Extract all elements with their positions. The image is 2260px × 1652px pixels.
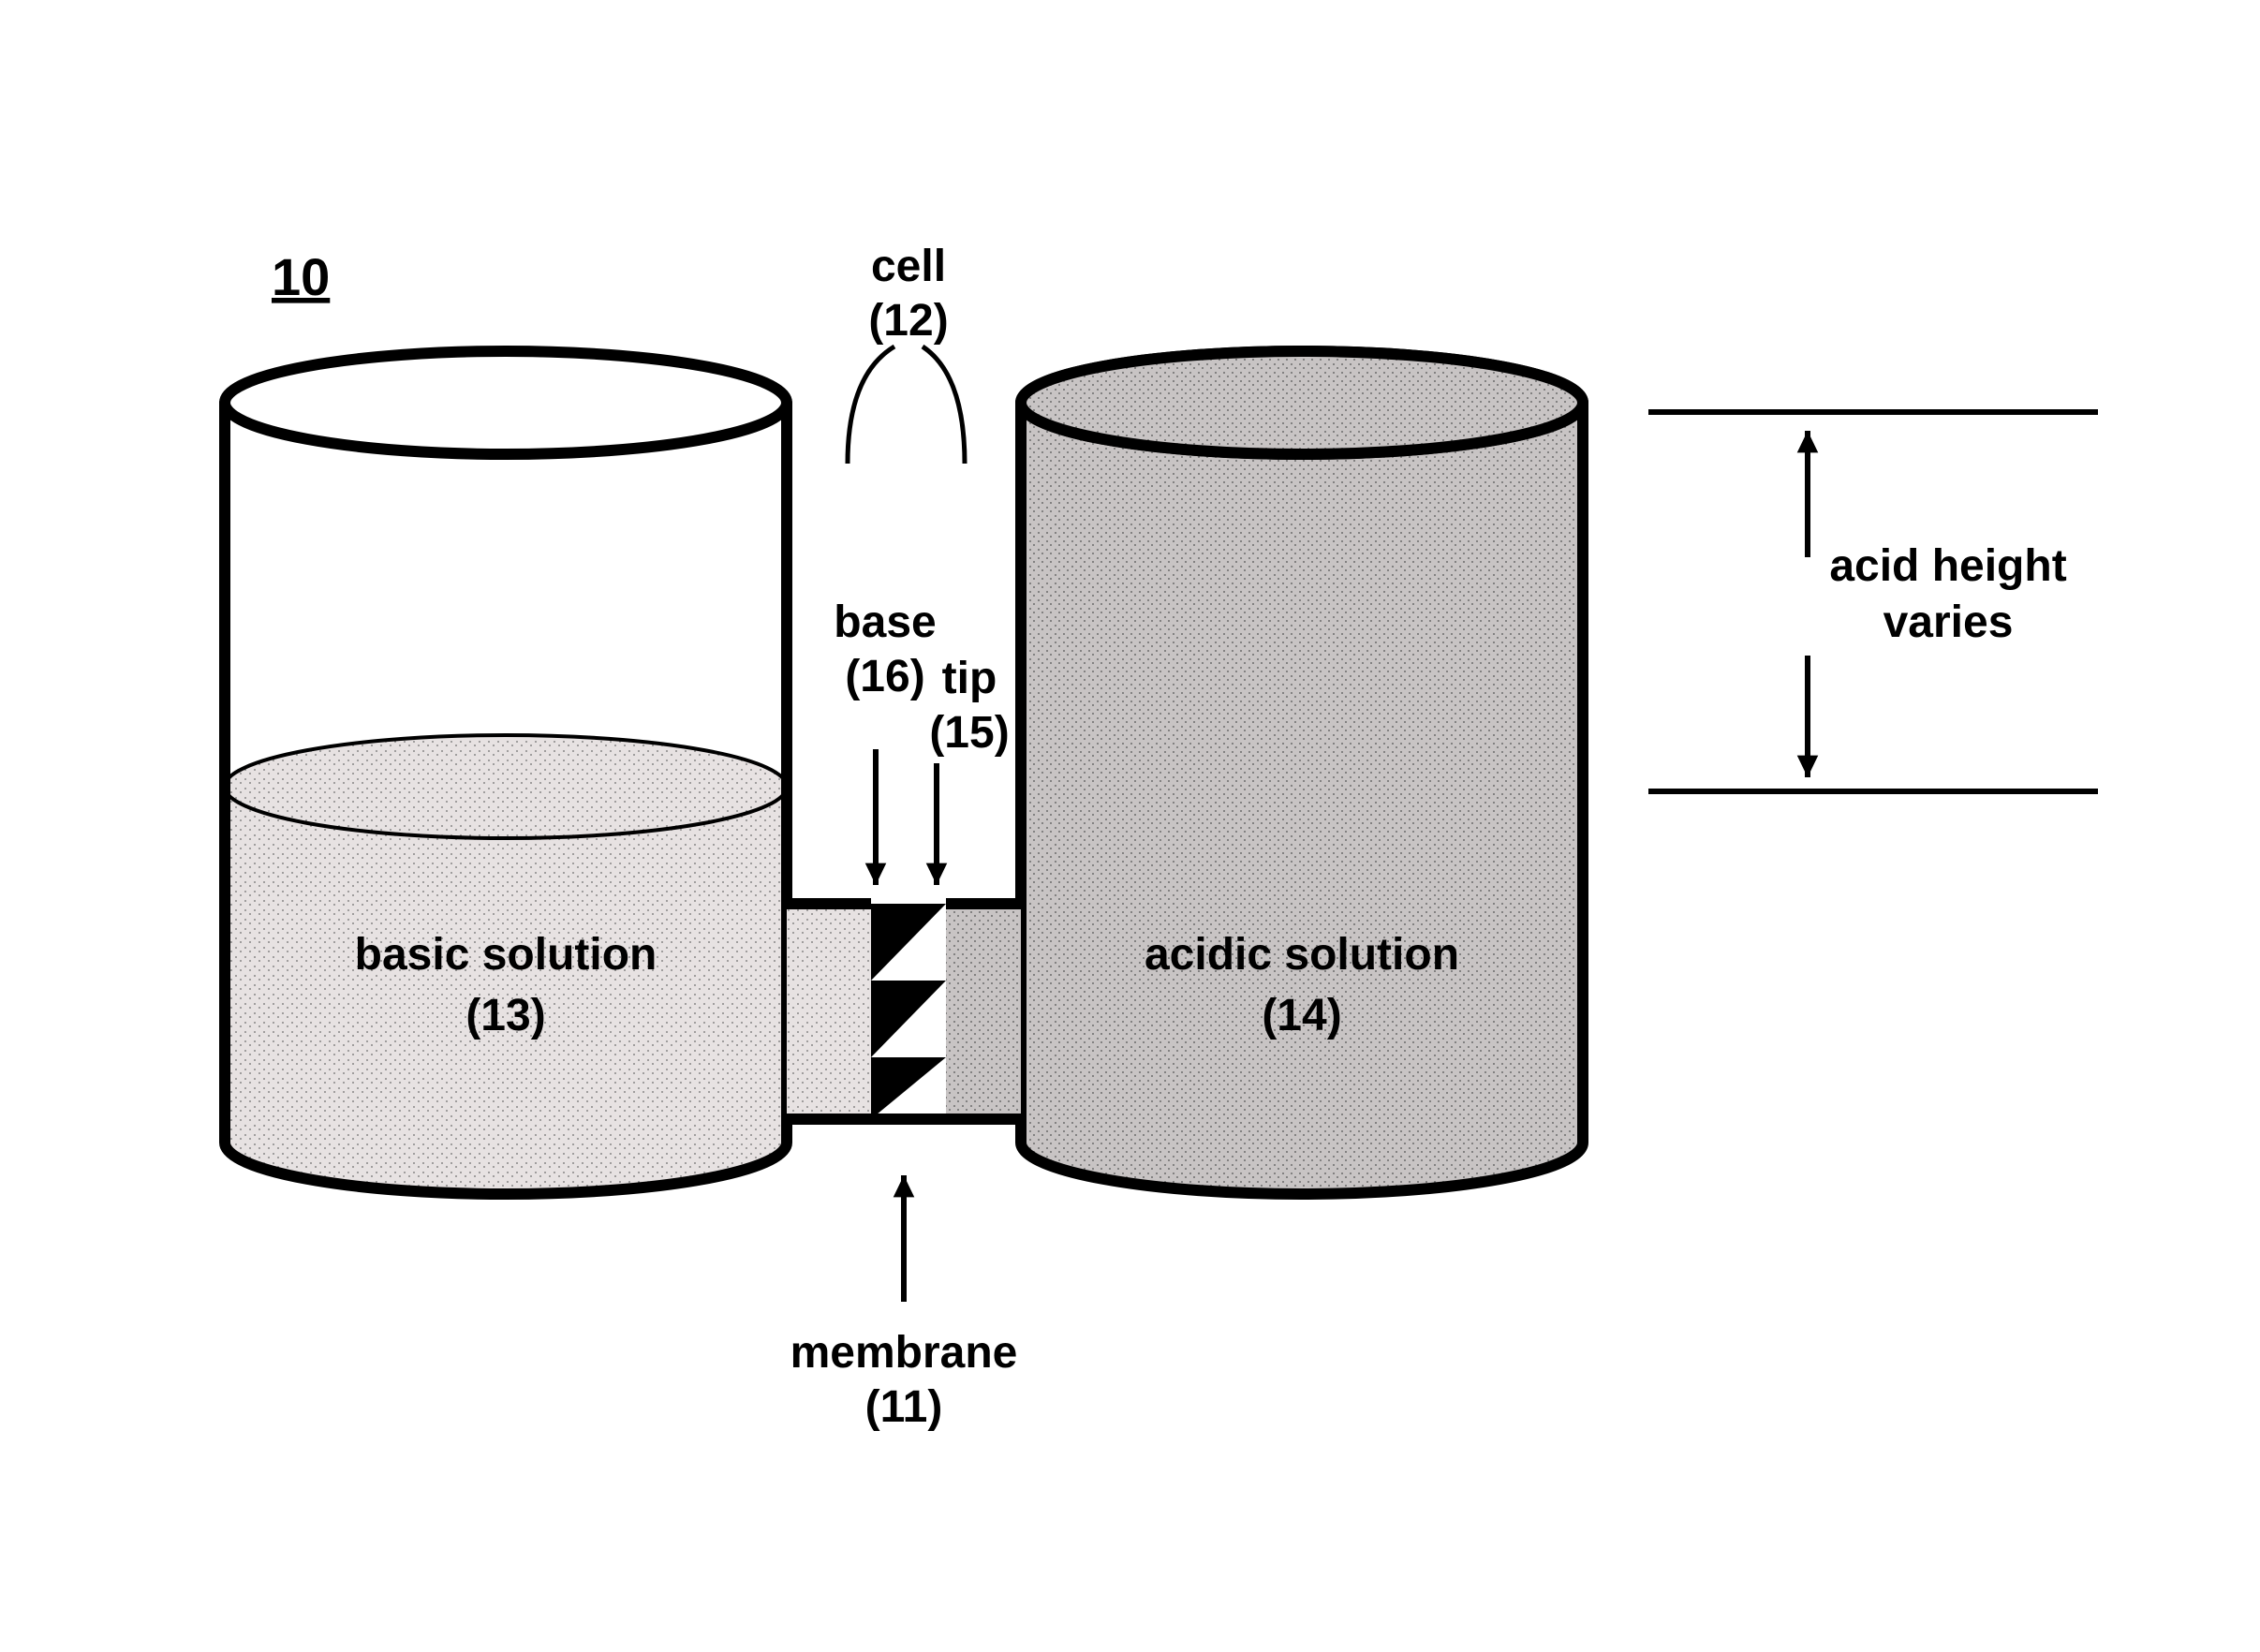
acidic-num: (14) <box>1262 991 1341 1040</box>
acidic-label: acidic solution <box>1145 930 1459 980</box>
left-cylinder <box>225 351 787 1194</box>
right-cylinder <box>1021 351 1583 1194</box>
tip-label: tip <box>942 654 997 703</box>
cell-assembly <box>787 464 1021 1119</box>
acid-height-label-2: varies <box>1883 597 2014 647</box>
basic-num: (13) <box>465 991 545 1040</box>
figure-number: 10 <box>272 247 330 306</box>
base-arrow <box>865 749 887 885</box>
cell-label: cell <box>871 242 946 291</box>
tip-arrow <box>926 763 948 885</box>
acid-height-up-arrow <box>1797 431 1819 557</box>
cell-num: (12) <box>868 296 948 346</box>
acid-height-indicator <box>1648 412 2098 791</box>
base-label: base <box>834 597 936 647</box>
basic-label: basic solution <box>355 930 657 980</box>
membrane-arrow <box>894 1175 915 1302</box>
tip-num: (15) <box>929 708 1009 758</box>
membrane-label: membrane <box>790 1328 1018 1378</box>
base-num: (16) <box>845 652 924 701</box>
membrane-num: (11) <box>865 1382 943 1432</box>
acid-height-label-1: acid height <box>1829 541 2066 591</box>
cell-pointers <box>848 347 965 464</box>
acid-height-down-arrow <box>1797 656 1819 777</box>
